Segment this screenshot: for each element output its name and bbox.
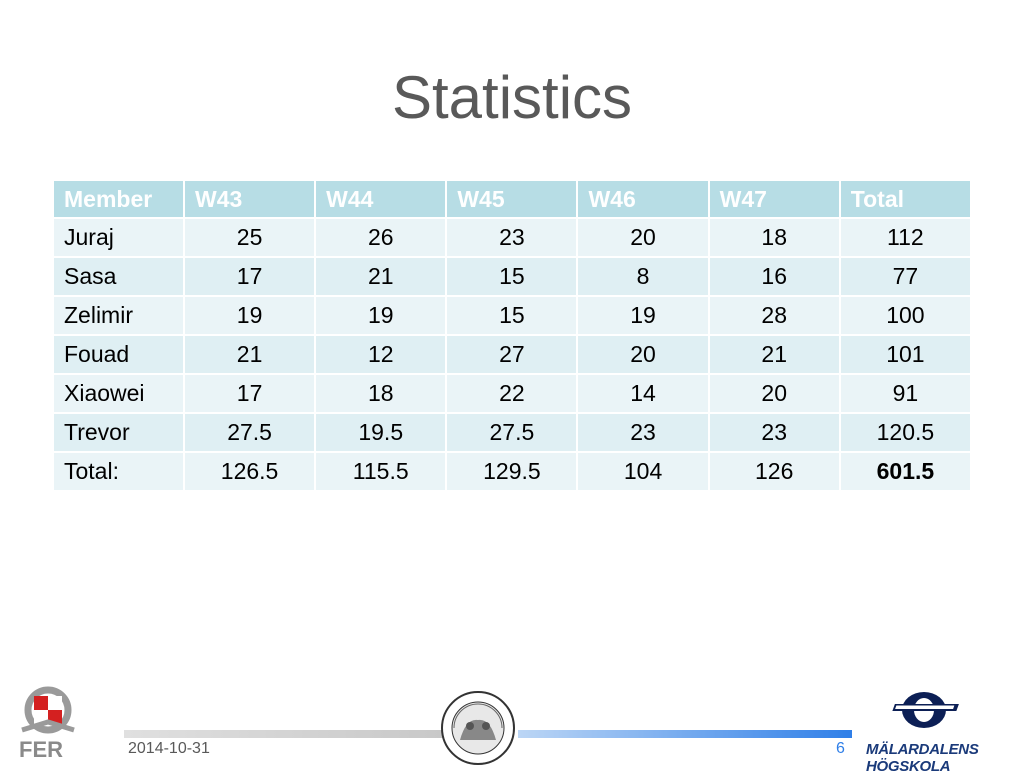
footer-bar-right [518,730,852,738]
table-cell: 19 [182,295,317,336]
table-cell: 14 [576,373,710,414]
page-number: 6 [836,740,845,757]
table-cell: 20 [576,217,710,258]
header-total: Total [838,179,973,219]
table-cell: 17 [182,373,317,414]
member-name: Xiaowei [52,373,185,414]
table-cell: 19 [576,295,710,336]
table-cell: 18 [707,217,841,258]
grand-total: 601.5 [838,451,973,492]
slide-title: Statistics [391,64,633,131]
table-cell: 8 [576,256,710,297]
header-w47: W47 [707,179,841,219]
member-name: Sasa [52,256,185,297]
table-cell: 21 [182,334,317,375]
table-cell: 26 [314,217,448,258]
header-w44: W44 [314,179,448,219]
table-cell: 20 [707,373,841,414]
row-total: 77 [838,256,973,297]
table-cell: 15 [445,256,579,297]
table-row: Juraj 25 26 23 20 18 112 [52,217,973,258]
table-cell: 17 [182,256,317,297]
member-name: Zelimir [52,295,185,336]
column-total: 104 [576,451,710,492]
statistics-table: Member W43 W44 W45 W46 W47 Total Juraj 2… [52,179,973,492]
member-name: Trevor [52,412,185,453]
politecnico-seal [441,691,515,765]
header-w46: W46 [576,179,710,219]
footer-date: 2014-10-31 [128,740,210,757]
totals-row: Total: 126.5 115.5 129.5 104 126 601.5 [52,451,973,492]
table-cell: 23 [445,217,579,258]
table-cell: 25 [182,217,317,258]
table-cell: 23 [576,412,710,453]
column-total: 126 [707,451,841,492]
table-row: Fouad 21 12 27 20 21 101 [52,334,973,375]
table-cell: 16 [707,256,841,297]
table-cell: 18 [314,373,448,414]
table-cell: 21 [314,256,448,297]
row-total: 101 [838,334,973,375]
table-cell: 27 [445,334,579,375]
mdh-logo [892,692,959,728]
table-cell: 19 [314,295,448,336]
table-header-row: Member W43 W44 W45 W46 W47 Total [52,179,973,219]
footer-bar-left [124,730,444,738]
table-cell: 27.5 [182,412,317,453]
table-row: Trevor 27.5 19.5 27.5 23 23 120.5 [52,412,973,453]
row-total: 100 [838,295,973,336]
header-w43: W43 [182,179,317,219]
table-cell: 19.5 [314,412,448,453]
column-total: 126.5 [182,451,317,492]
table-cell: 27.5 [445,412,579,453]
table-cell: 22 [445,373,579,414]
member-name: Fouad [52,334,185,375]
fer-logo: FER [19,686,75,760]
row-total: 120.5 [838,412,973,453]
row-total: 112 [838,217,973,258]
mdh-name: MÄLARDALENS HÖGSKOLA [866,741,979,775]
table-row: Zelimir 19 19 15 19 28 100 [52,295,973,336]
table-cell: 23 [707,412,841,453]
header-w45: W45 [445,179,579,219]
member-name: Juraj [52,217,185,258]
row-total: 91 [838,373,973,414]
table-cell: 15 [445,295,579,336]
table-cell: 28 [707,295,841,336]
totals-label: Total: [52,451,185,492]
table-row: Sasa 17 21 15 8 16 77 [52,256,973,297]
table-cell: 12 [314,334,448,375]
header-member: Member [52,179,185,219]
table-cell: 20 [576,334,710,375]
column-total: 129.5 [445,451,579,492]
table-row: Xiaowei 17 18 22 14 20 91 [52,373,973,414]
column-total: 115.5 [314,451,448,492]
svg-text:FER: FER [19,737,63,760]
table-cell: 21 [707,334,841,375]
